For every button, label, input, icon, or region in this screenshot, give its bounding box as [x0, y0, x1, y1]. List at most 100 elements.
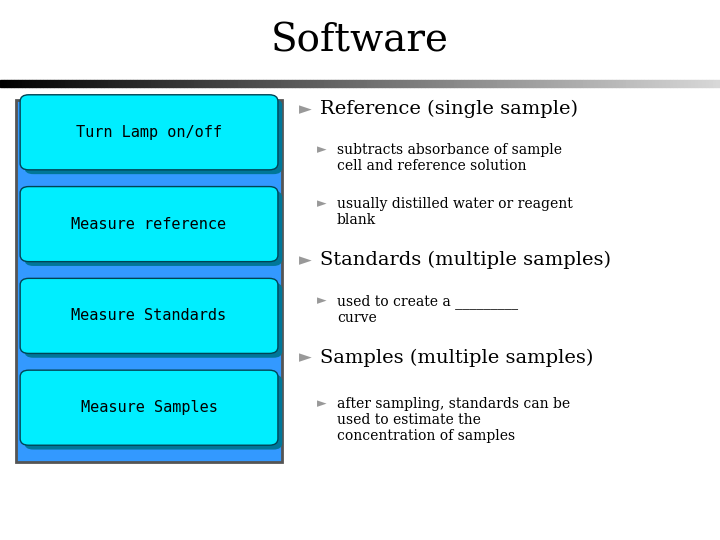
- Bar: [403, 80, 407, 87]
- Text: ►: ►: [317, 397, 326, 410]
- Text: ►: ►: [317, 294, 326, 307]
- Bar: [115, 80, 119, 87]
- FancyBboxPatch shape: [24, 283, 282, 358]
- Bar: [18, 80, 22, 87]
- Bar: [389, 80, 392, 87]
- Bar: [58, 80, 61, 87]
- Bar: [230, 80, 234, 87]
- Bar: [479, 80, 482, 87]
- Text: Samples (multiple samples): Samples (multiple samples): [320, 348, 594, 367]
- Bar: [446, 80, 450, 87]
- Bar: [176, 80, 180, 87]
- Bar: [511, 80, 515, 87]
- Bar: [454, 80, 457, 87]
- Bar: [716, 80, 720, 87]
- Bar: [382, 80, 385, 87]
- Bar: [155, 80, 158, 87]
- Bar: [317, 80, 320, 87]
- Bar: [457, 80, 461, 87]
- Bar: [371, 80, 374, 87]
- Bar: [353, 80, 356, 87]
- Bar: [313, 80, 317, 87]
- Bar: [119, 80, 122, 87]
- Bar: [634, 80, 637, 87]
- Bar: [616, 80, 619, 87]
- Bar: [288, 80, 292, 87]
- Bar: [295, 80, 299, 87]
- Bar: [245, 80, 248, 87]
- Bar: [0, 80, 4, 87]
- Bar: [472, 80, 475, 87]
- Bar: [551, 80, 554, 87]
- Bar: [349, 80, 353, 87]
- Bar: [583, 80, 587, 87]
- Text: ►: ►: [299, 100, 312, 118]
- Bar: [500, 80, 504, 87]
- Bar: [608, 80, 612, 87]
- Bar: [94, 80, 97, 87]
- Bar: [43, 80, 47, 87]
- FancyBboxPatch shape: [20, 279, 278, 354]
- Bar: [706, 80, 709, 87]
- Bar: [205, 80, 209, 87]
- Bar: [666, 80, 670, 87]
- Bar: [292, 80, 295, 87]
- Bar: [61, 80, 65, 87]
- Bar: [450, 80, 454, 87]
- Bar: [623, 80, 626, 87]
- Bar: [565, 80, 569, 87]
- Text: ►: ►: [317, 143, 326, 156]
- Bar: [648, 80, 652, 87]
- Bar: [601, 80, 605, 87]
- Bar: [698, 80, 702, 87]
- FancyBboxPatch shape: [16, 100, 282, 462]
- Bar: [630, 80, 634, 87]
- Bar: [331, 80, 335, 87]
- Bar: [529, 80, 533, 87]
- Text: subtracts absorbance of sample
cell and reference solution: subtracts absorbance of sample cell and …: [337, 143, 562, 173]
- Bar: [158, 80, 162, 87]
- Bar: [47, 80, 50, 87]
- Bar: [209, 80, 212, 87]
- Bar: [396, 80, 400, 87]
- Bar: [234, 80, 238, 87]
- Bar: [576, 80, 580, 87]
- Bar: [432, 80, 436, 87]
- Bar: [655, 80, 659, 87]
- Bar: [709, 80, 713, 87]
- Bar: [54, 80, 58, 87]
- Bar: [223, 80, 227, 87]
- Bar: [594, 80, 598, 87]
- Text: Reference (single sample): Reference (single sample): [320, 100, 578, 118]
- Bar: [547, 80, 551, 87]
- Bar: [4, 80, 7, 87]
- FancyBboxPatch shape: [24, 375, 282, 449]
- Bar: [540, 80, 544, 87]
- Bar: [605, 80, 608, 87]
- Text: Measure Samples: Measure Samples: [81, 400, 217, 415]
- Bar: [198, 80, 202, 87]
- Bar: [360, 80, 364, 87]
- Bar: [554, 80, 558, 87]
- Bar: [335, 80, 338, 87]
- Bar: [248, 80, 252, 87]
- Text: ►: ►: [317, 197, 326, 210]
- Bar: [421, 80, 425, 87]
- Bar: [72, 80, 76, 87]
- Bar: [688, 80, 691, 87]
- Bar: [558, 80, 562, 87]
- Text: ►: ►: [299, 348, 312, 366]
- Bar: [122, 80, 126, 87]
- Bar: [684, 80, 688, 87]
- Bar: [162, 80, 166, 87]
- Bar: [259, 80, 263, 87]
- Bar: [108, 80, 112, 87]
- Bar: [227, 80, 230, 87]
- Bar: [691, 80, 695, 87]
- Text: usually distilled water or reagent
blank: usually distilled water or reagent blank: [337, 197, 572, 227]
- Bar: [40, 80, 43, 87]
- Bar: [220, 80, 223, 87]
- Bar: [504, 80, 508, 87]
- Text: Measure Standards: Measure Standards: [71, 308, 227, 323]
- Bar: [569, 80, 572, 87]
